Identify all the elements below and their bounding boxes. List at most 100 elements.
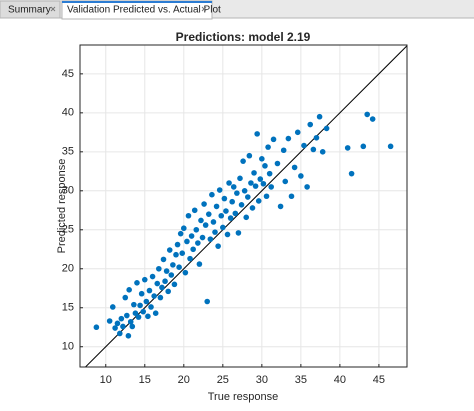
close-icon[interactable]	[201, 6, 207, 12]
data-point	[190, 246, 196, 253]
y-tick-label: 35	[62, 146, 74, 158]
data-point	[224, 231, 231, 238]
data-point	[159, 284, 165, 291]
data-point	[124, 312, 130, 319]
data-point	[210, 219, 217, 225]
data-point	[180, 225, 187, 232]
data-point	[270, 136, 277, 143]
y-tick-label: 45	[62, 68, 74, 80]
data-point	[207, 236, 214, 242]
data-point	[93, 324, 100, 331]
data-point	[109, 304, 116, 310]
data-point	[140, 308, 147, 315]
data-point	[168, 272, 175, 278]
data-point	[255, 198, 262, 204]
data-point	[316, 113, 323, 120]
close-icon[interactable]	[50, 6, 56, 12]
data-point	[230, 184, 237, 190]
tab-summary[interactable]: Summary	[0, 0, 61, 19]
chart-title: Predictions: model 2.19	[176, 30, 311, 44]
data-point	[160, 256, 167, 263]
data-point	[171, 281, 178, 288]
data-point	[202, 222, 209, 228]
data-point	[282, 178, 289, 185]
data-point	[134, 279, 140, 286]
data-point	[165, 288, 171, 295]
data-point	[364, 111, 370, 118]
tab-label: Validation Predicted vs. Actual Plot	[67, 5, 221, 16]
data-point	[149, 273, 156, 280]
data-point	[152, 310, 159, 317]
y-tick-label: 15	[62, 302, 74, 314]
data-point	[188, 233, 195, 239]
data-point	[146, 287, 153, 294]
data-point	[143, 298, 150, 305]
data-point	[117, 330, 123, 337]
data-point	[221, 195, 228, 202]
data-point	[106, 318, 113, 324]
data-point	[232, 210, 239, 217]
data-point	[112, 325, 118, 331]
y-tick-label: 25	[62, 224, 74, 236]
data-point	[260, 180, 267, 187]
data-point	[198, 217, 204, 224]
y-tick-label: 20	[62, 263, 74, 275]
data-point	[257, 176, 264, 182]
data-point	[191, 207, 198, 214]
data-point	[135, 314, 142, 320]
data-point	[298, 173, 304, 179]
tab-validation-plot[interactable]: Validation Predicted vs. Actual Plot	[61, 0, 221, 20]
data-point	[344, 145, 351, 151]
data-point	[114, 320, 121, 327]
data-point	[127, 318, 134, 325]
x-tick-label: 25	[217, 374, 229, 386]
data-point	[226, 180, 232, 186]
x-tick-label: 30	[256, 374, 268, 386]
data-point	[323, 125, 330, 132]
data-point	[201, 201, 207, 207]
data-point	[348, 170, 355, 177]
data-point	[266, 170, 273, 177]
x-tick-label: 10	[100, 374, 112, 386]
data-point	[166, 247, 173, 253]
data-point	[179, 250, 186, 256]
data-point	[223, 208, 229, 214]
data-point	[162, 278, 168, 285]
x-tick-label: 40	[334, 374, 346, 386]
data-point	[193, 226, 200, 233]
data-point	[310, 146, 317, 153]
data-point	[218, 212, 225, 219]
y-tick-label: 40	[62, 107, 74, 119]
perfect-prediction-line	[85, 45, 407, 367]
y-axis-label: Predicted response	[56, 159, 68, 254]
data-point	[137, 302, 143, 309]
data-point	[229, 198, 235, 205]
plot-content	[85, 45, 407, 367]
data-point	[148, 304, 154, 310]
data-point	[241, 187, 248, 194]
data-point	[254, 131, 260, 137]
data-point	[156, 265, 162, 272]
data-point	[170, 262, 176, 268]
data-point	[196, 261, 203, 267]
data-point	[259, 156, 265, 162]
data-point	[268, 184, 275, 190]
data-point	[280, 147, 287, 154]
data-point	[288, 193, 295, 200]
data-point	[141, 276, 148, 283]
data-point	[154, 280, 161, 287]
data-point	[125, 333, 132, 339]
data-point	[237, 175, 243, 182]
data-point	[176, 264, 182, 271]
data-point	[216, 187, 223, 193]
data-point	[195, 240, 201, 246]
x-tick-label: 45	[373, 374, 385, 386]
data-point	[387, 143, 394, 150]
x-axis-label: True response	[208, 391, 279, 403]
data-point	[129, 323, 136, 330]
data-point	[213, 203, 220, 210]
data-point	[145, 313, 151, 320]
data-point	[205, 211, 212, 217]
data-point	[199, 234, 206, 241]
data-point	[262, 163, 268, 169]
